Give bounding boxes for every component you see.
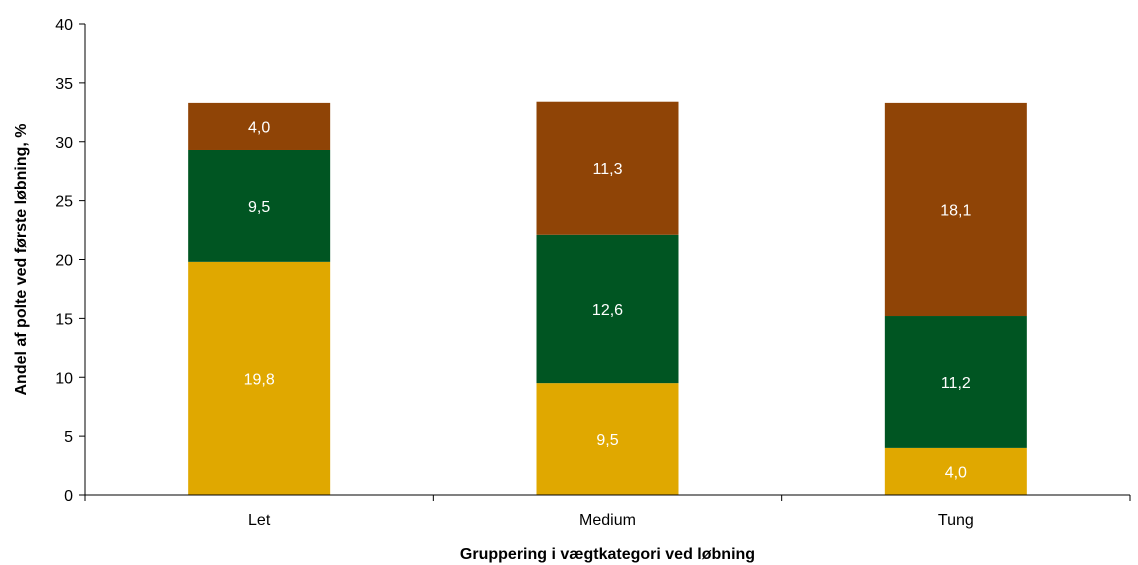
y-tick-label: 20 bbox=[55, 253, 73, 270]
y-axis-title: Andel af polte ved første løbning, % bbox=[13, 123, 30, 395]
y-tick-label: 10 bbox=[55, 370, 73, 387]
bar-value-label: 12,6 bbox=[592, 302, 623, 319]
y-tick-label: 40 bbox=[55, 17, 73, 34]
bar-value-label: 11,3 bbox=[593, 161, 623, 178]
x-axis-ticks: Let Medium Tung bbox=[84, 495, 1131, 529]
x-tick-label: Medium bbox=[579, 512, 636, 529]
bar-segment bbox=[536, 383, 679, 495]
bar-value-label: 18,1 bbox=[940, 202, 971, 219]
bar-segment bbox=[536, 234, 679, 384]
bar-segment bbox=[884, 447, 1027, 495]
y-tick-label: 15 bbox=[55, 311, 73, 328]
bar-value-label: 9,5 bbox=[248, 199, 270, 216]
bar-segment bbox=[884, 316, 1027, 448]
bar-value-label: 19,8 bbox=[244, 371, 275, 388]
x-tick-label: Let bbox=[248, 512, 271, 529]
bar-value-label: 4,0 bbox=[945, 464, 967, 481]
bar-value-label: 4,0 bbox=[248, 119, 270, 136]
x-axis-title: Gruppering i vægtkategori ved løbning bbox=[460, 546, 755, 563]
bars-group bbox=[188, 101, 1027, 495]
bar-segment bbox=[188, 261, 331, 495]
y-tick-label: 0 bbox=[64, 488, 73, 505]
y-tick-label: 35 bbox=[55, 76, 73, 93]
y-axis-ticks: 0 5 10 15 20 25 30 35 40 bbox=[55, 17, 85, 505]
bar-value-label: 11,2 bbox=[941, 375, 971, 392]
y-tick-label: 30 bbox=[55, 135, 73, 152]
data-labels-group: 19,8 9,5 4,0 9,5 12,6 11,3 4,0 11,2 18,1 bbox=[244, 119, 972, 481]
bar-segment bbox=[884, 102, 1027, 317]
x-tick-label: Tung bbox=[938, 512, 974, 529]
bar-segment bbox=[188, 149, 331, 262]
bar-segment bbox=[536, 101, 679, 235]
bar-value-label: 9,5 bbox=[596, 432, 618, 449]
y-tick-label: 25 bbox=[55, 194, 73, 211]
y-tick-label: 5 bbox=[64, 429, 73, 446]
bar-segment bbox=[188, 102, 331, 150]
